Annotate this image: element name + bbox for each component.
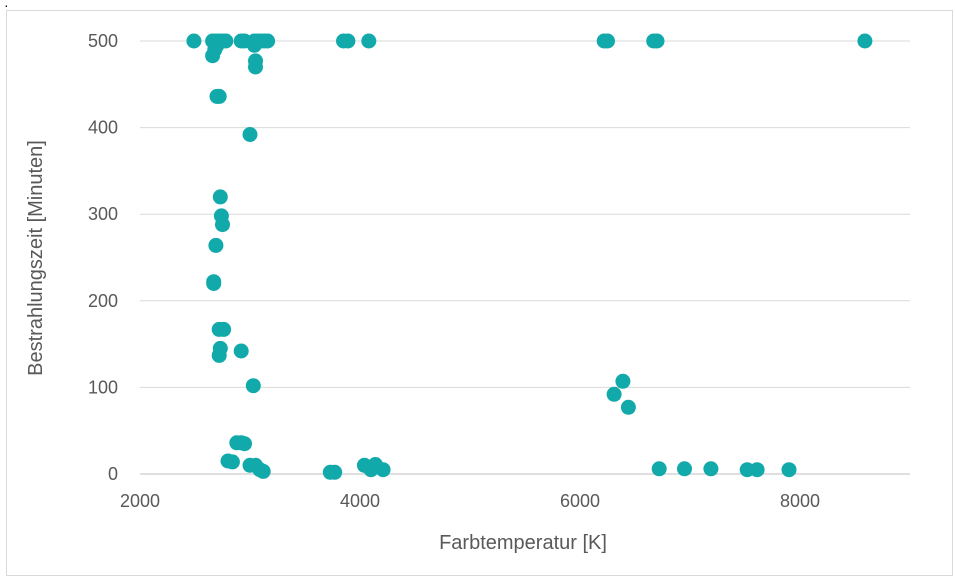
data-points bbox=[186, 33, 873, 480]
data-point bbox=[248, 59, 263, 75]
data-point bbox=[224, 454, 240, 470]
x-tick-label: 8000 bbox=[780, 491, 820, 511]
data-point bbox=[212, 189, 228, 205]
data-point bbox=[340, 33, 356, 49]
data-point bbox=[615, 373, 631, 389]
x-axis: 2000 4000 6000 8000 bbox=[120, 491, 820, 511]
x-tick-label: 2000 bbox=[120, 491, 160, 511]
data-point bbox=[361, 33, 377, 49]
data-point bbox=[246, 37, 262, 53]
chart-area-border bbox=[6, 10, 953, 576]
data-point bbox=[242, 127, 258, 142]
data-point bbox=[208, 237, 224, 253]
y-axis-title: Bestrahlungszeit [Minuten] bbox=[25, 140, 47, 376]
gridlines bbox=[140, 40, 910, 475]
data-point bbox=[649, 33, 665, 49]
data-point bbox=[260, 33, 276, 49]
data-point bbox=[245, 378, 261, 394]
data-point bbox=[186, 33, 202, 49]
data-point bbox=[651, 461, 667, 477]
y-tick-label: 100 bbox=[88, 377, 118, 397]
data-point bbox=[620, 399, 636, 415]
y-tick-label: 300 bbox=[88, 204, 118, 224]
data-point bbox=[215, 217, 230, 233]
data-point bbox=[233, 343, 249, 359]
data-point bbox=[205, 48, 221, 64]
x-tick-label: 4000 bbox=[340, 491, 380, 511]
data-point bbox=[237, 436, 252, 452]
data-point bbox=[211, 347, 227, 363]
data-point bbox=[677, 461, 692, 477]
data-point bbox=[781, 462, 797, 478]
data-point bbox=[209, 88, 225, 104]
y-axis: 0 100 200 300 400 500 bbox=[88, 31, 118, 484]
data-point bbox=[216, 321, 232, 337]
y-tick-label: 500 bbox=[88, 31, 118, 51]
x-axis-title: Farbtemperatur [K] bbox=[439, 532, 607, 554]
data-point bbox=[255, 463, 271, 479]
data-point bbox=[327, 464, 343, 480]
corner-mark: · bbox=[4, 0, 9, 13]
data-point bbox=[375, 462, 391, 478]
x-tick-label: 6000 bbox=[560, 491, 600, 511]
y-tick-label: 0 bbox=[108, 464, 118, 484]
data-point bbox=[857, 33, 873, 49]
y-tick-label: 400 bbox=[88, 118, 118, 138]
y-tick-label: 200 bbox=[88, 291, 118, 311]
data-point bbox=[606, 386, 622, 402]
data-point bbox=[749, 462, 765, 478]
data-point bbox=[363, 462, 379, 478]
data-point bbox=[206, 276, 222, 291]
data-point bbox=[703, 461, 719, 477]
data-point bbox=[600, 33, 615, 49]
